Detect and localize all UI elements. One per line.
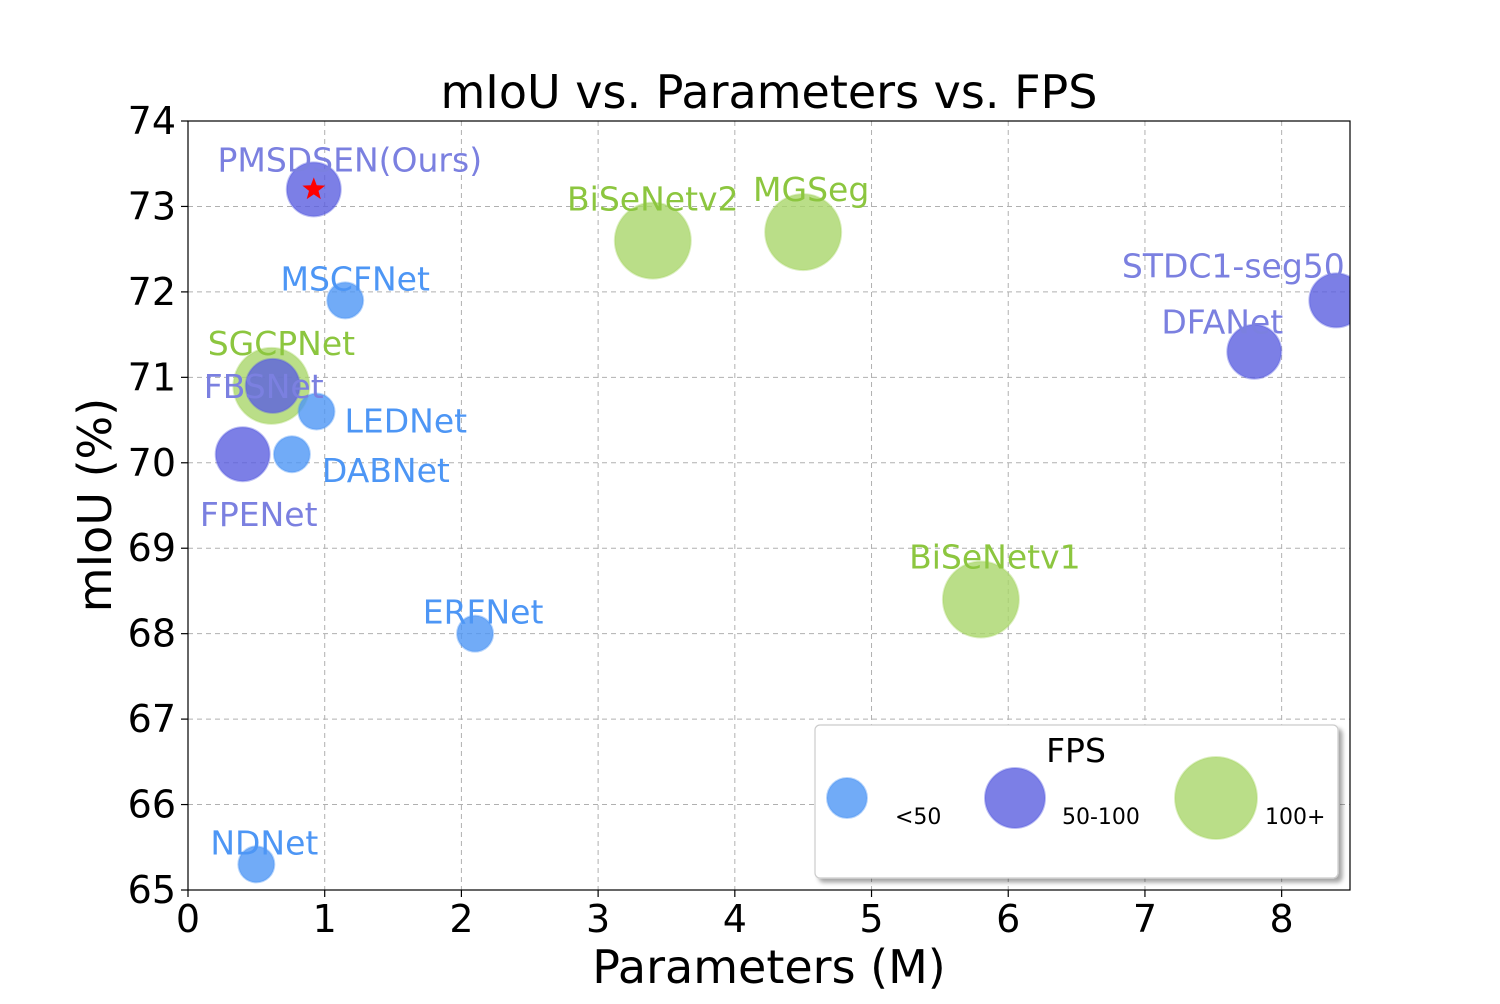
- point-label: ERFNet: [423, 593, 544, 632]
- point-label: DFANet: [1161, 303, 1283, 342]
- point-label: STDC1-seg50: [1122, 246, 1345, 285]
- point-label: SGCPNet: [208, 324, 355, 363]
- bubble-erfnet: [456, 614, 495, 653]
- bubble-dfanet: [1226, 323, 1283, 380]
- x-axis-label: Parameters (M): [592, 940, 946, 994]
- point-label: LEDNet: [345, 402, 468, 441]
- legend-label-low: <50: [895, 805, 941, 830]
- y-tick-label: 71: [128, 355, 176, 399]
- x-tick-label: 4: [723, 897, 747, 941]
- y-tick-label: 73: [128, 184, 176, 228]
- point-label: DABNet: [322, 451, 450, 490]
- point-label: PMSDSEN(Ours): [217, 140, 482, 179]
- bubble-mscfnet: [326, 281, 365, 320]
- legend-swatch-low: [826, 777, 868, 819]
- legend-swatch-mid: [984, 767, 1046, 829]
- x-tick-label: 1: [313, 897, 337, 941]
- x-tick-label: 8: [1270, 897, 1294, 941]
- point-label: NDNet: [210, 823, 318, 862]
- bubble-bisenetv1: [941, 560, 1020, 639]
- x-tick-label: 0: [176, 897, 200, 941]
- point-label: FPENet: [200, 495, 318, 534]
- x-tick-label: 3: [586, 897, 610, 941]
- y-tick-label: 67: [128, 697, 176, 741]
- x-tick-label: 7: [1133, 897, 1157, 941]
- chart-title: mIoU vs. Parameters vs. FPS: [441, 65, 1098, 119]
- y-tick-label: 72: [128, 270, 176, 314]
- bubble-lednet: [297, 392, 336, 431]
- plot-area-frame: [187, 120, 1351, 891]
- y-tick-label: 74: [128, 99, 176, 143]
- point-label: FBSNet: [204, 367, 324, 406]
- star-marker: [302, 177, 326, 200]
- bubble-mgseg: [764, 193, 843, 272]
- fps-legend: FPS <50 50-100 100+: [814, 724, 1339, 879]
- legend-label-high: 100+: [1265, 805, 1325, 830]
- point-label: BiSeNetv1: [909, 537, 1081, 576]
- y-tick-label: 65: [128, 868, 176, 912]
- y-tick-label: 69: [128, 526, 176, 570]
- bubble-stdc1-seg50: [1308, 272, 1350, 329]
- bubble-bisenetv2: [613, 201, 692, 280]
- y-tick-label: 66: [128, 783, 176, 827]
- legend-label-mid: 50-100: [1062, 805, 1140, 830]
- bubble-fbsnet: [244, 357, 301, 414]
- bubble-ndnet: [237, 845, 276, 884]
- data-bubbles: [214, 161, 1350, 884]
- x-tick-label: 2: [449, 897, 473, 941]
- legend-swatch-high: [1174, 756, 1258, 840]
- point-label: MGSeg: [753, 170, 869, 209]
- x-tick-label: 5: [859, 897, 883, 941]
- bubble-dabnet: [272, 435, 311, 474]
- bubble-fpenet: [214, 426, 271, 483]
- point-label: MSCFNet: [281, 259, 430, 298]
- point-labels: PMSDSEN(Ours) MSCFNet SGCPNet FBSNet LEDNet D…: [200, 140, 1345, 862]
- y-tick-label: 68: [128, 612, 176, 656]
- point-label: BiSeNetv2: [567, 180, 739, 219]
- y-axis-label: mIoU (%): [68, 398, 122, 612]
- y-tick-label: 70: [128, 441, 176, 485]
- x-tick-label: 6: [996, 897, 1020, 941]
- legend-title: FPS: [1046, 731, 1106, 770]
